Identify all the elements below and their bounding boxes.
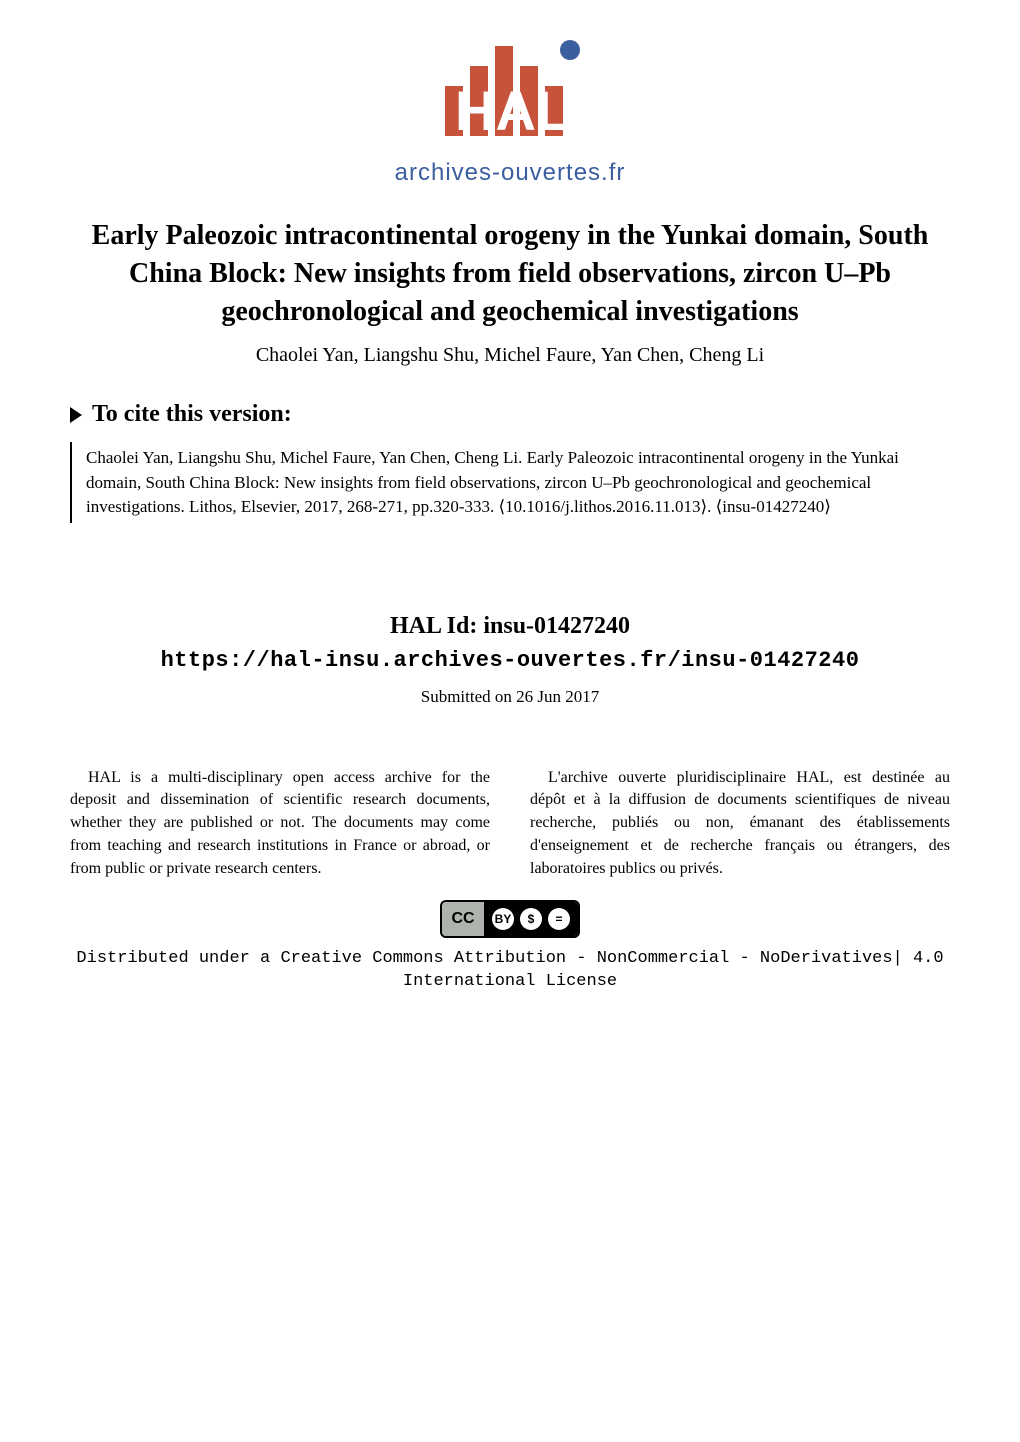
paper-title: Early Paleozoic intracontinental orogeny… — [70, 217, 950, 330]
hal-logo-block: HAL archives-ouvertes.fr — [70, 30, 950, 187]
description-right-text: L'archive ouverte pluridisciplinaire HAL… — [530, 769, 950, 877]
cc-nd-icon: = — [548, 908, 570, 930]
license-line-1: Distributed under a Creative Commons Att… — [70, 948, 950, 971]
description-left-text: HAL is a multi-disciplinary open access … — [70, 769, 490, 877]
description-left: HAL is a multi-disciplinary open access … — [70, 767, 490, 881]
hal-logo-subtitle: archives-ouvertes.fr — [70, 159, 950, 187]
cc-icons: BY $ = — [484, 902, 578, 936]
citation-box: Chaolei Yan, Liangshu Shu, Michel Faure,… — [70, 442, 950, 522]
license-text: Distributed under a Creative Commons Att… — [70, 948, 950, 994]
cite-version-label: To cite this version: — [92, 401, 292, 428]
description-right: L'archive ouverte pluridisciplinaire HAL… — [530, 767, 950, 881]
hal-url-link[interactable]: https://hal-insu.archives-ouvertes.fr/in… — [70, 648, 950, 673]
cc-by-icon: BY — [492, 908, 514, 930]
cite-version-header: To cite this version: — [70, 401, 950, 428]
cc-badge-row: CC BY $ = — [70, 900, 950, 938]
cc-badge: CC BY $ = — [440, 900, 580, 938]
description-columns: HAL is a multi-disciplinary open access … — [70, 767, 950, 881]
svg-text:HAL: HAL — [455, 79, 570, 142]
citation-text: Chaolei Yan, Liangshu Shu, Michel Faure,… — [86, 448, 899, 515]
submitted-date: Submitted on 26 Jun 2017 — [70, 687, 950, 707]
triangle-right-icon — [70, 407, 82, 423]
cc-nc-icon: $ — [520, 908, 542, 930]
paper-authors: Chaolei Yan, Liangshu Shu, Michel Faure,… — [70, 344, 950, 367]
hal-logo-icon: HAL — [425, 30, 595, 150]
hal-id: HAL Id: insu-01427240 — [70, 613, 950, 640]
cc-label: CC — [442, 902, 484, 936]
license-line-2: International License — [70, 971, 950, 994]
